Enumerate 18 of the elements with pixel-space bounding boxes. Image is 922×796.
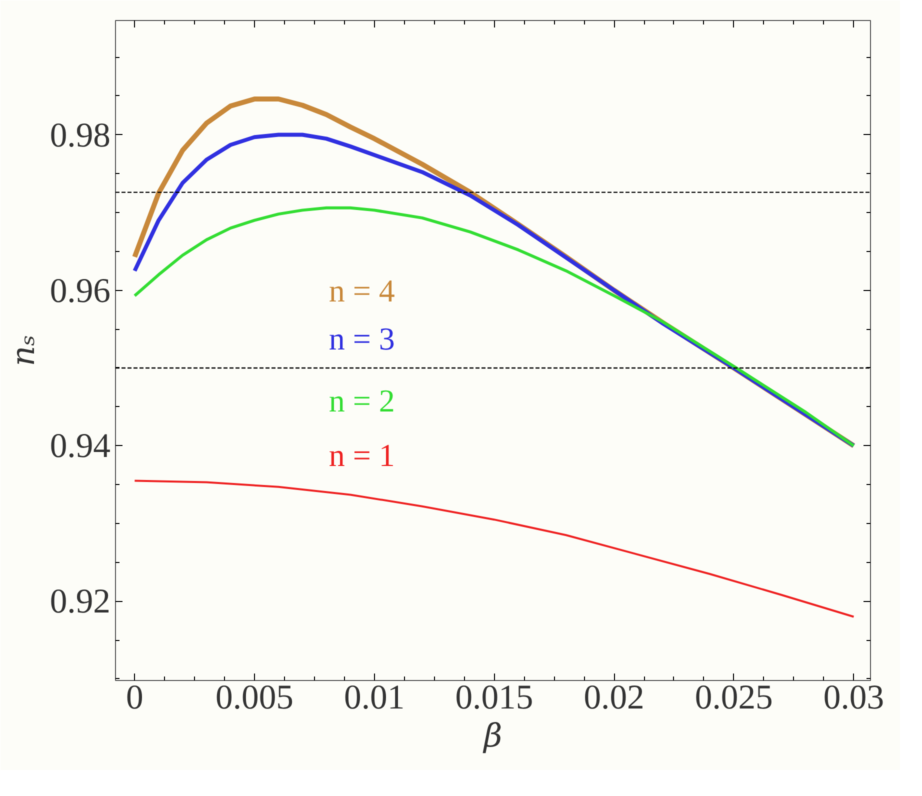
x-tick-label: 0.025 [694, 678, 773, 716]
y-tick-label: 0.96 [50, 272, 111, 310]
x-tick-label: 0.02 [584, 678, 644, 716]
series-label: n = 1 [328, 437, 395, 474]
x-tick-label: 0.01 [344, 678, 405, 716]
text: n = 3 [328, 320, 395, 356]
y-tick-label: 0.92 [50, 582, 111, 621]
x-tick-label: 0 [126, 678, 144, 716]
x-tick-label: 0.005 [216, 678, 294, 716]
y-tick-label: 0.98 [50, 116, 111, 154]
text: n = 4 [328, 272, 395, 308]
y-axis-title: nₛ [4, 334, 42, 366]
x-axis-title: β [482, 716, 502, 754]
x-tick-label: 0.03 [823, 678, 884, 716]
x-tick-label: 0.015 [455, 678, 534, 716]
y-tick-label: 0.94 [50, 427, 111, 466]
text: n = 2 [328, 382, 395, 419]
line-series [134, 480, 855, 618]
